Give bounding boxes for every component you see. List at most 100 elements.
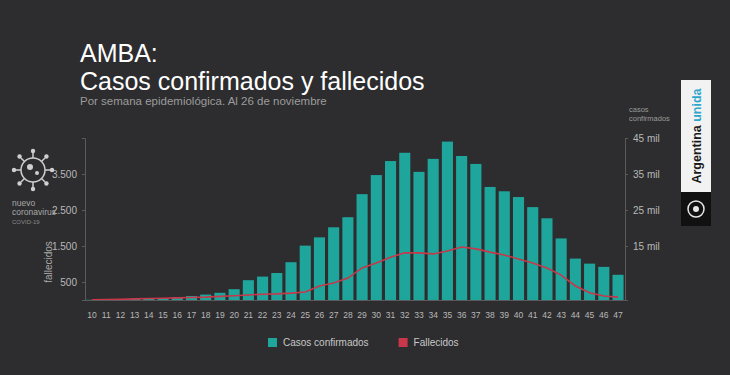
tick: 14 [144, 300, 154, 320]
tick: 30 [372, 300, 382, 320]
tick: 28 [343, 300, 353, 320]
axis-line [86, 300, 626, 301]
bar [570, 259, 581, 300]
tick-label: 13 [130, 310, 140, 320]
y2-axis-title: casosconfirmados [629, 105, 670, 123]
bar [371, 175, 382, 300]
tick-label: 28 [343, 310, 353, 320]
tick: 26 [315, 300, 325, 320]
axis-x: 1011121314151617181920212223242526272829… [86, 300, 626, 320]
legend-swatch [399, 338, 408, 347]
tick-label: 14 [144, 310, 154, 320]
tick: 38 [485, 300, 495, 320]
tick: 35 [443, 300, 453, 320]
tick-label: 11 [102, 310, 111, 320]
background [0, 0, 730, 375]
tick-label: 35 [443, 310, 453, 320]
bar [271, 273, 282, 300]
tick-label: 17 [187, 310, 197, 320]
tick: 27 [329, 300, 339, 320]
tick: 15 [158, 300, 168, 320]
tick: 24 [286, 300, 296, 320]
bar [584, 264, 595, 300]
axis-y2ticks: 15 mil25 mil35 mil45 mil [625, 133, 660, 301]
tick: 32 [400, 300, 410, 320]
bar [527, 207, 538, 300]
tick-mark [82, 210, 85, 211]
chart-svg: AMBA:Casos confirmados y fallecidosPor s… [0, 0, 730, 375]
tick-label: 15 mil [633, 241, 660, 252]
line-series [92, 247, 618, 300]
bar [385, 161, 396, 300]
axis-line [626, 139, 629, 301]
tick: 45 mil [625, 133, 660, 144]
tick-label: 16 [173, 310, 183, 320]
axis-yticks: 5001.5002.5003.500 [52, 139, 86, 301]
tick-label: 29 [357, 310, 367, 320]
tick-label: 18 [201, 310, 211, 320]
bar [257, 277, 268, 300]
tick-mark [82, 282, 85, 283]
tick-label: 39 [500, 310, 510, 320]
tick-label: 21 [244, 310, 254, 320]
tick-label: 42 [542, 310, 552, 320]
bar [357, 194, 368, 300]
icon-subcaption: COVID-19 [12, 219, 40, 225]
tick: 34 [428, 300, 438, 320]
y-axis-title: fallecidos [43, 241, 54, 283]
tick: 42 [542, 300, 552, 320]
brand-badge: Argentina unida [681, 80, 711, 226]
tick: 15 mil [625, 241, 660, 252]
tick: 37 [471, 300, 481, 320]
legend-swatch [268, 338, 277, 347]
bar [470, 164, 481, 300]
tick-label: 24 [286, 310, 296, 320]
tick-label: 36 [457, 310, 467, 320]
legend: Casos confirmadosFallecidos [268, 337, 459, 348]
bar [342, 217, 353, 300]
tick-label: 44 [571, 310, 581, 320]
tick-label: 15 [158, 310, 168, 320]
tick-label: 45 [585, 310, 595, 320]
legend-label: Fallecidos [414, 337, 459, 348]
tick-mark [82, 246, 85, 247]
tick: 19 [215, 300, 225, 320]
tick-label: 27 [329, 310, 339, 320]
tick: 33 [414, 300, 424, 320]
chart-container: AMBA:Casos confirmados y fallecidosPor s… [0, 0, 730, 375]
tick: 40 [514, 300, 524, 320]
tick-label: 41 [528, 310, 538, 320]
tick: 29 [357, 300, 367, 320]
tick: 11 [102, 300, 111, 320]
bar [456, 156, 467, 300]
tick: 20 [229, 300, 239, 320]
bar [328, 227, 339, 300]
tick: 25 mil [625, 205, 660, 216]
bar [243, 280, 254, 300]
axis-line [82, 139, 86, 301]
tick: 12 [116, 300, 126, 320]
tick-label: 10 [87, 310, 97, 320]
tick-label: 25 [301, 310, 311, 320]
tick-label: 40 [514, 310, 524, 320]
tick: 16 [173, 300, 183, 320]
tick-label: 31 [386, 310, 396, 320]
tick: 13 [130, 300, 140, 320]
bar [285, 262, 296, 300]
icon-caption: nuevocoronavirus [12, 198, 56, 217]
tick-label: 26 [315, 310, 325, 320]
tick: 44 [571, 300, 581, 320]
tick: 10 [87, 300, 97, 320]
tick: 41 [528, 300, 538, 320]
bar [442, 142, 453, 300]
bar [229, 289, 240, 300]
bar [485, 187, 496, 300]
tick: 25 [301, 300, 311, 320]
tick: 46 [599, 300, 609, 320]
bar-series [86, 142, 623, 300]
tick: 21 [244, 300, 254, 320]
tick-label: 1.500 [52, 241, 77, 252]
tick-label: 23 [272, 310, 282, 320]
tick-label: 37 [471, 310, 481, 320]
bar [314, 237, 325, 300]
